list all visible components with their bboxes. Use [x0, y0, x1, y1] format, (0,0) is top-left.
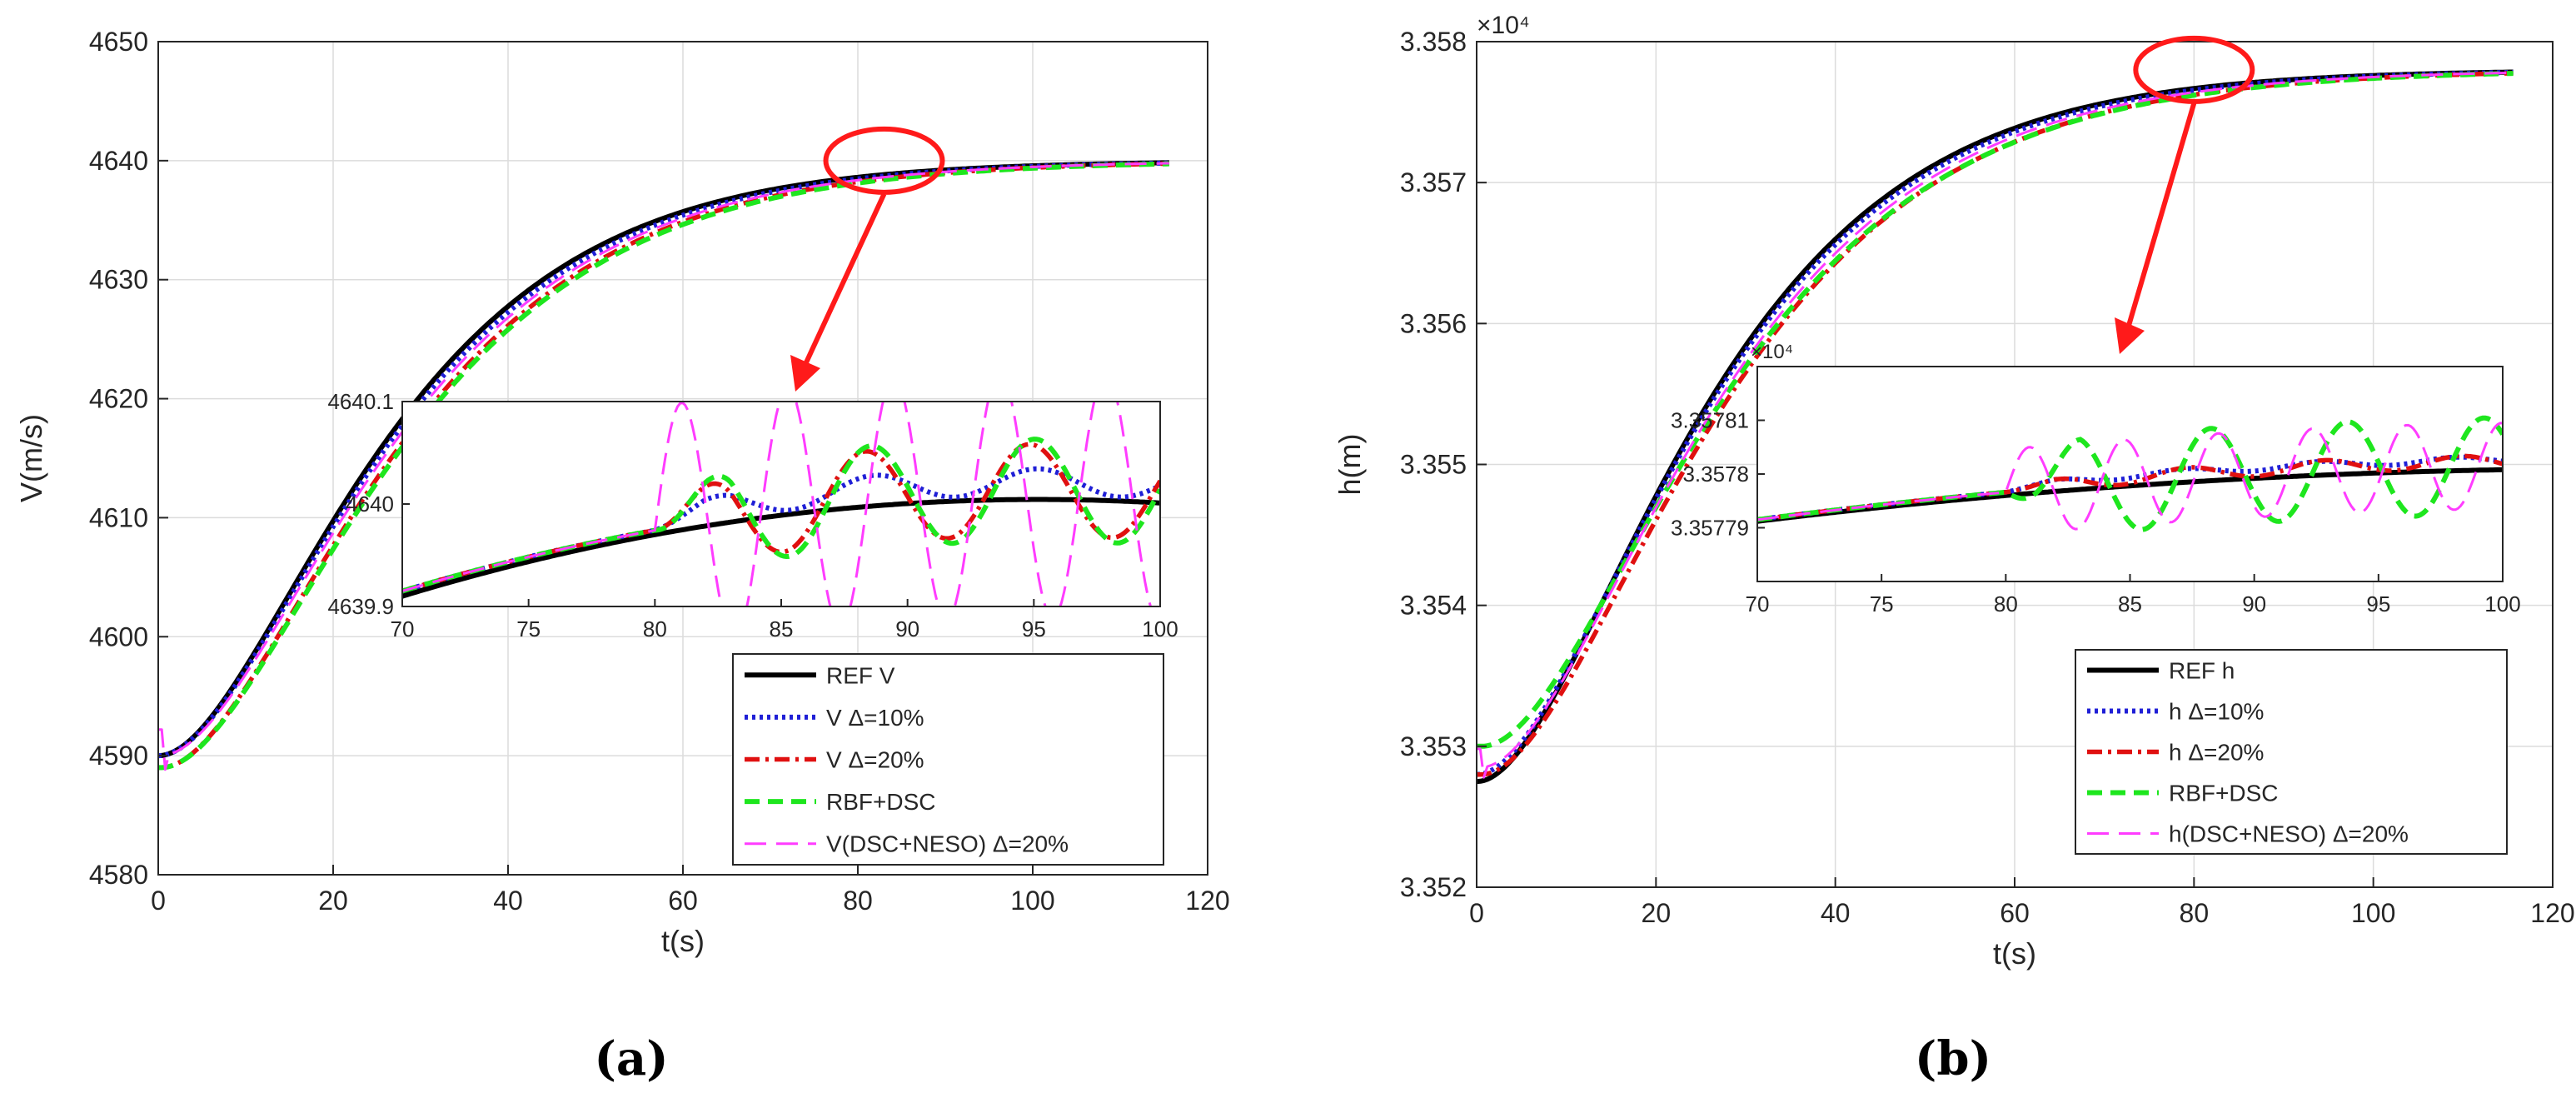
caption-b: (b): [1915, 1031, 1991, 1086]
inset-x-tick-label: 100: [1142, 616, 1178, 641]
y-tick-label: 4580: [89, 860, 148, 890]
y-tick-label: 4610: [89, 502, 148, 532]
inset-series-line: [402, 402, 1153, 606]
legend-entry: h Δ=10%: [2169, 699, 2264, 725]
x-tick-label: 40: [1821, 898, 1851, 928]
x-tick-label: 60: [668, 886, 698, 916]
x-tick-label: 120: [1185, 886, 1229, 916]
y-tick-label: 3.356: [1400, 308, 1467, 338]
zoom-arrowhead: [2115, 317, 2145, 354]
y-exponent-label: ×10⁴: [1477, 12, 1530, 39]
inset-series-line: [1757, 467, 2503, 524]
x-tick-label: 100: [1010, 886, 1054, 916]
legend: REF V V Δ=10% V Δ=20% RBF+DSC V(DSC+NESO) Δ=…: [732, 653, 1164, 866]
y-tick-label: 4630: [89, 265, 148, 295]
x-tick-label: 20: [318, 886, 348, 916]
x-tick-label: 120: [2530, 898, 2574, 928]
legend-entry: REF V: [826, 662, 895, 688]
inset-x-tick-label: 100: [2484, 591, 2520, 616]
zoom-arrow: [800, 192, 887, 373]
x-tick-label: 20: [1642, 898, 1672, 928]
inset-y-tick-label: 3.35781: [1671, 408, 1749, 433]
inset-x-tick-label: 85: [2118, 591, 2142, 616]
x-tick-label: 100: [2351, 898, 2395, 928]
inset-series-line: [1757, 415, 2503, 532]
panel-b: 0 20 40 60 80 100 120 3.352 3.353 3.354 3.355 3.356…: [1333, 12, 2575, 971]
legend-entry: h(DSC+NESO) Δ=20%: [2169, 821, 2409, 847]
legend: REF h h Δ=10% h Δ=20% RBF+DSC h(DSC+NESO) Δ=…: [2075, 649, 2508, 855]
series-line: [1477, 71, 2514, 749]
series-line: [158, 162, 1169, 771]
x-tick-label: 80: [843, 886, 873, 916]
legend-entry: h Δ=20%: [2169, 740, 2264, 766]
x-tick-label: 0: [151, 886, 166, 916]
inset-x-tick-label: 95: [1022, 616, 1046, 641]
legend-entry: V(DSC+NESO) Δ=20%: [826, 831, 1069, 857]
inset-x-tick-label: 85: [770, 616, 794, 641]
series-line: [158, 161, 1169, 771]
inset-y-tick-label: 4640: [346, 492, 394, 517]
highlight-ellipse: [2133, 35, 2255, 104]
legend-entry: REF h: [2169, 658, 2235, 684]
y-tick-label: 4620: [89, 384, 148, 414]
inset-y-tick-label: 4639.9: [327, 594, 394, 619]
series-line: [1477, 71, 2514, 779]
inset-y-tick-label: 3.35779: [1671, 516, 1749, 541]
inset-x-tick-label: 70: [391, 616, 415, 641]
inset-series-line: [1757, 422, 2503, 531]
inset-x-tick-label: 75: [1870, 591, 1894, 616]
inset-series-line: [402, 466, 1160, 594]
highlight-ellipse: [823, 126, 945, 195]
y-tick-label: 3.353: [1400, 731, 1467, 761]
y-tick-label: 4640: [89, 146, 148, 176]
inset-series-line: [1757, 454, 2503, 522]
y-tick-label: 3.355: [1400, 450, 1467, 480]
series-line: [1477, 71, 2514, 777]
inset-y-tick-label: 3.3578: [1682, 462, 1749, 487]
legend-entry: V Δ=20%: [826, 747, 924, 773]
y-tick-label: 3.352: [1400, 872, 1467, 902]
inset-x-tick-label: 90: [2242, 591, 2266, 616]
inset-axes: 70 75 80 85 90 95 100 3.35779 3.3578 3.35781 ×10⁴: [1671, 341, 2521, 616]
inset-x-tick-label: 90: [895, 616, 919, 641]
inset-plot-area: [402, 402, 1160, 606]
inset-series-line: [402, 497, 1160, 599]
x-axis-label: t(s): [661, 924, 705, 958]
legend-entry: RBF+DSC: [2169, 781, 2278, 806]
inset-y-exponent-label: ×10⁴: [1751, 341, 1793, 363]
inset-y-tick-label: 4640.1: [327, 389, 394, 414]
y-tick-label: 4600: [89, 621, 148, 651]
zoom-arrow: [2124, 102, 2197, 335]
x-tick-label: 40: [493, 886, 523, 916]
caption-a: (a): [594, 1031, 668, 1086]
y-tick-label: 3.357: [1400, 167, 1467, 197]
y-axis-label: V(m/s): [14, 414, 48, 502]
inset-x-tick-label: 70: [1746, 591, 1770, 616]
panel-a: 0 20 40 60 80 100 120 4580 4590 4600 4610 4620 4630 4…: [14, 27, 1230, 958]
inset-x-tick-label: 80: [1994, 591, 2018, 616]
zoom-arrowhead: [790, 355, 820, 392]
inset-x-tick-label: 95: [2366, 591, 2390, 616]
inset-axes: 70 75 80 85 90 95 100 4639.9 4640 4640.1: [327, 389, 1178, 641]
inset-x-tick-label: 80: [643, 616, 667, 641]
inset-x-tick-label: 75: [516, 616, 541, 641]
legend-entry: V Δ=10%: [826, 705, 924, 731]
y-tick-label: 3.354: [1400, 591, 1467, 621]
x-tick-label: 0: [1469, 898, 1484, 928]
x-tick-label: 60: [2000, 898, 2030, 928]
y-tick-label: 3.358: [1400, 27, 1467, 57]
y-axis-label: h(m): [1333, 434, 1367, 496]
x-axis-label: t(s): [1993, 936, 2036, 971]
y-tick-label: 4590: [89, 741, 148, 771]
x-tick-label: 80: [2180, 898, 2210, 928]
legend-entry: RBF+DSC: [826, 789, 935, 815]
y-tick-label: 4650: [89, 27, 148, 57]
